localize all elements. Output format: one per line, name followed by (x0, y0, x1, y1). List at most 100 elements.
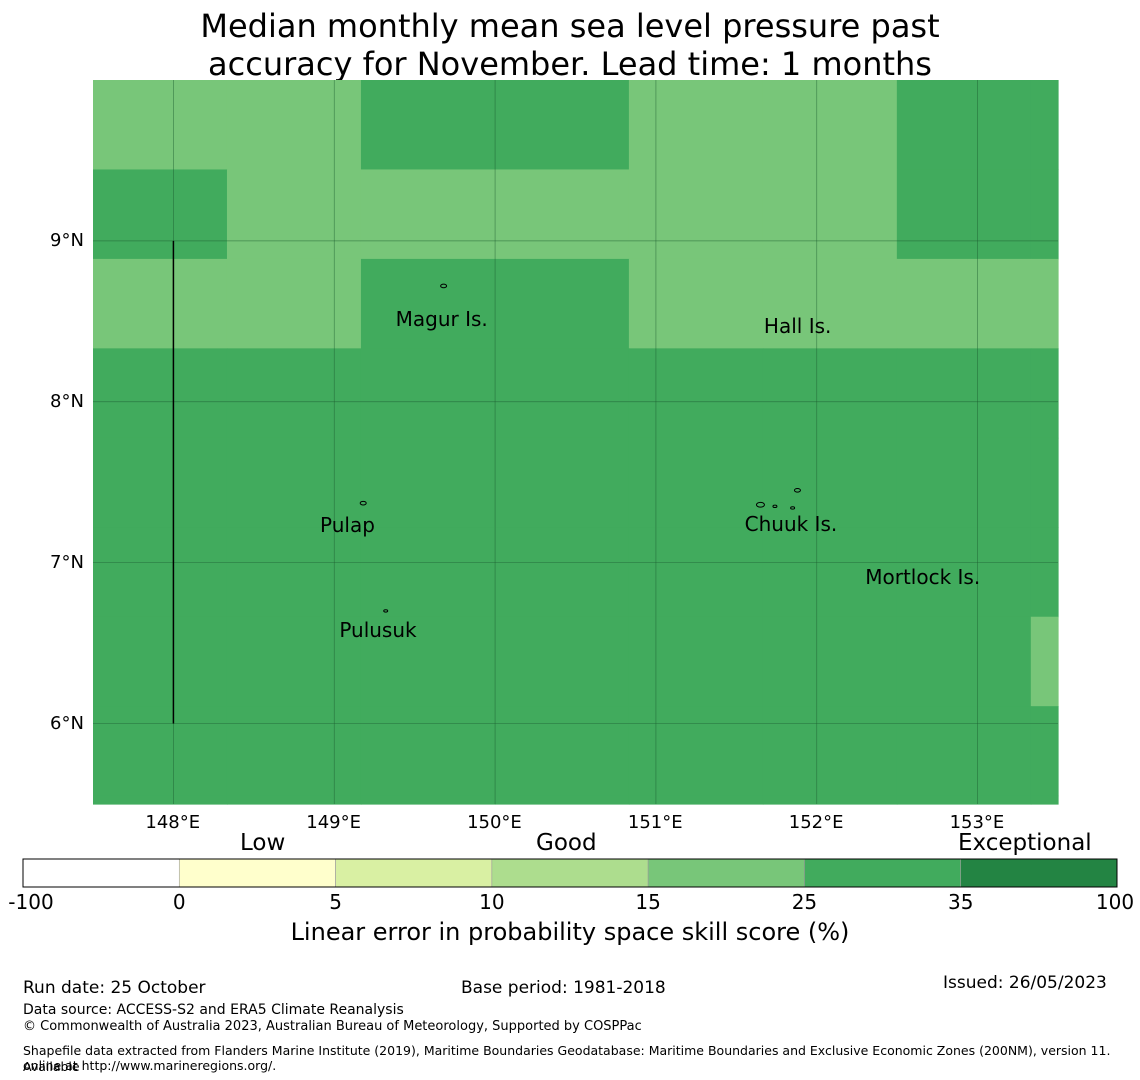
category-label-low: Low (240, 830, 286, 856)
colorbar-segment (491, 858, 649, 888)
island-label: Pulap (320, 513, 375, 538)
grid-cell (93, 706, 228, 797)
colorbar-segment (647, 858, 805, 888)
grid-cell (494, 527, 630, 618)
island-outline (772, 504, 778, 509)
grid-cell (896, 616, 1032, 707)
grid-cell (360, 616, 496, 707)
grid-cell (896, 437, 1032, 528)
map-title-line1: Median monthly mean sea level pressure p… (200, 7, 940, 45)
island-outline (793, 487, 801, 493)
grid-cell (896, 258, 1032, 349)
grid-cell (494, 437, 630, 528)
grid-cell (896, 527, 1032, 618)
longitude-tick-label: 152°E (788, 812, 844, 833)
grid-cell (1030, 258, 1059, 349)
colorbar (22, 858, 1118, 888)
island-outline (790, 506, 796, 510)
grid-cell (628, 616, 764, 707)
island-label: Pulusuk (339, 617, 417, 642)
island-outline (755, 501, 765, 508)
grid-cell (1030, 527, 1059, 618)
category-label-exceptional: Exceptional (958, 830, 1092, 856)
base-period: Base period: 1981-2018 (461, 978, 666, 998)
grid-cell (360, 437, 496, 528)
grid-cell (226, 258, 362, 349)
colorbar-segment (804, 858, 962, 888)
colorbar-border (22, 858, 1118, 888)
shapefile-credit-line1: Shapefile data extracted from Flanders M… (23, 1043, 1111, 1074)
skill-grid (93, 80, 1059, 805)
latitude-tick-label: 8°N (50, 390, 84, 412)
grid-cell (360, 80, 496, 171)
colorbar-tick-label: 5 (329, 890, 342, 914)
island-label: Chuuk Is. (744, 511, 838, 536)
grid-cell (494, 80, 630, 171)
colorbar-tick-label: 0 (172, 890, 186, 914)
island-label: Magur Is. (395, 307, 488, 332)
grid-cell (762, 258, 898, 349)
run-date: Run date: 25 October (23, 978, 206, 998)
longitude-tick-label: 153°E (949, 812, 1005, 833)
island-outline (383, 609, 389, 613)
grid-cell (360, 795, 496, 805)
issued-date: Issued: 26/05/2023 (943, 973, 1107, 993)
grid-cell (93, 258, 228, 349)
grid-cell (1030, 706, 1059, 797)
grid-cell (360, 169, 496, 260)
grid-cell (762, 616, 898, 707)
shapefile-credit-line2: online at http://www.marineregions.org/. (23, 1058, 277, 1073)
grid-cell (762, 527, 898, 618)
longitude-tick-label: 148°E (145, 812, 201, 833)
grid-cell (226, 706, 362, 797)
grid-cell (93, 616, 228, 707)
grid-cell (1030, 437, 1059, 528)
grid-cell (762, 169, 898, 260)
grid-cell (494, 169, 630, 260)
colorbar-title: Linear error in probability space skill … (290, 918, 850, 946)
grid-cell (494, 348, 630, 439)
grid-cell (628, 348, 764, 439)
latitude-tick-label: 6°N (50, 712, 84, 734)
colorbar-tick-label: 10 (479, 890, 505, 914)
grid-cell (896, 348, 1032, 439)
grid-cell (628, 258, 764, 349)
colorbar-tick-label: 100 (1095, 890, 1135, 914)
graticule (93, 80, 1058, 804)
grid-cell (93, 795, 228, 805)
map-title-line2: accuracy for November. Lead time: 1 mont… (208, 45, 932, 83)
grid-cell (896, 169, 1032, 260)
grid-cell (226, 80, 362, 171)
grid-cell (360, 348, 496, 439)
grid-cell (93, 437, 228, 528)
grid-cell (628, 437, 764, 528)
grid-cell (360, 258, 496, 349)
grid-cell (762, 80, 898, 171)
colorbar-tick-label: -100 (8, 890, 54, 914)
island-label: Mortlock Is. (865, 564, 981, 589)
island-label: Hall Is. (763, 313, 832, 338)
grid-cell (494, 616, 630, 707)
copyright-notice: © Commonwealth of Australia 2023, Austra… (23, 1019, 642, 1034)
grid-cell (226, 348, 362, 439)
grid-cell (360, 706, 496, 797)
colorbar-segment (22, 858, 180, 888)
data-source: Data source: ACCESS-S2 and ERA5 Climate … (23, 1002, 404, 1018)
island-outlines (359, 283, 801, 613)
longitude-tick-label: 151°E (627, 812, 683, 833)
grid-cell (226, 527, 362, 618)
grid-cell (494, 706, 630, 797)
grid-cell (93, 80, 228, 171)
grid-cell (896, 80, 1032, 171)
grid-cell (1030, 348, 1059, 439)
colorbar-tick-label: 15 (635, 890, 661, 914)
grid-cell (762, 706, 898, 797)
colorbar-tick-label: 35 (947, 890, 974, 914)
grid-cell (226, 616, 362, 707)
island-outline (440, 283, 448, 289)
grid-cell (628, 169, 764, 260)
grid-cell (1030, 169, 1059, 260)
grid-cell (93, 169, 228, 260)
grid-cell (628, 527, 764, 618)
